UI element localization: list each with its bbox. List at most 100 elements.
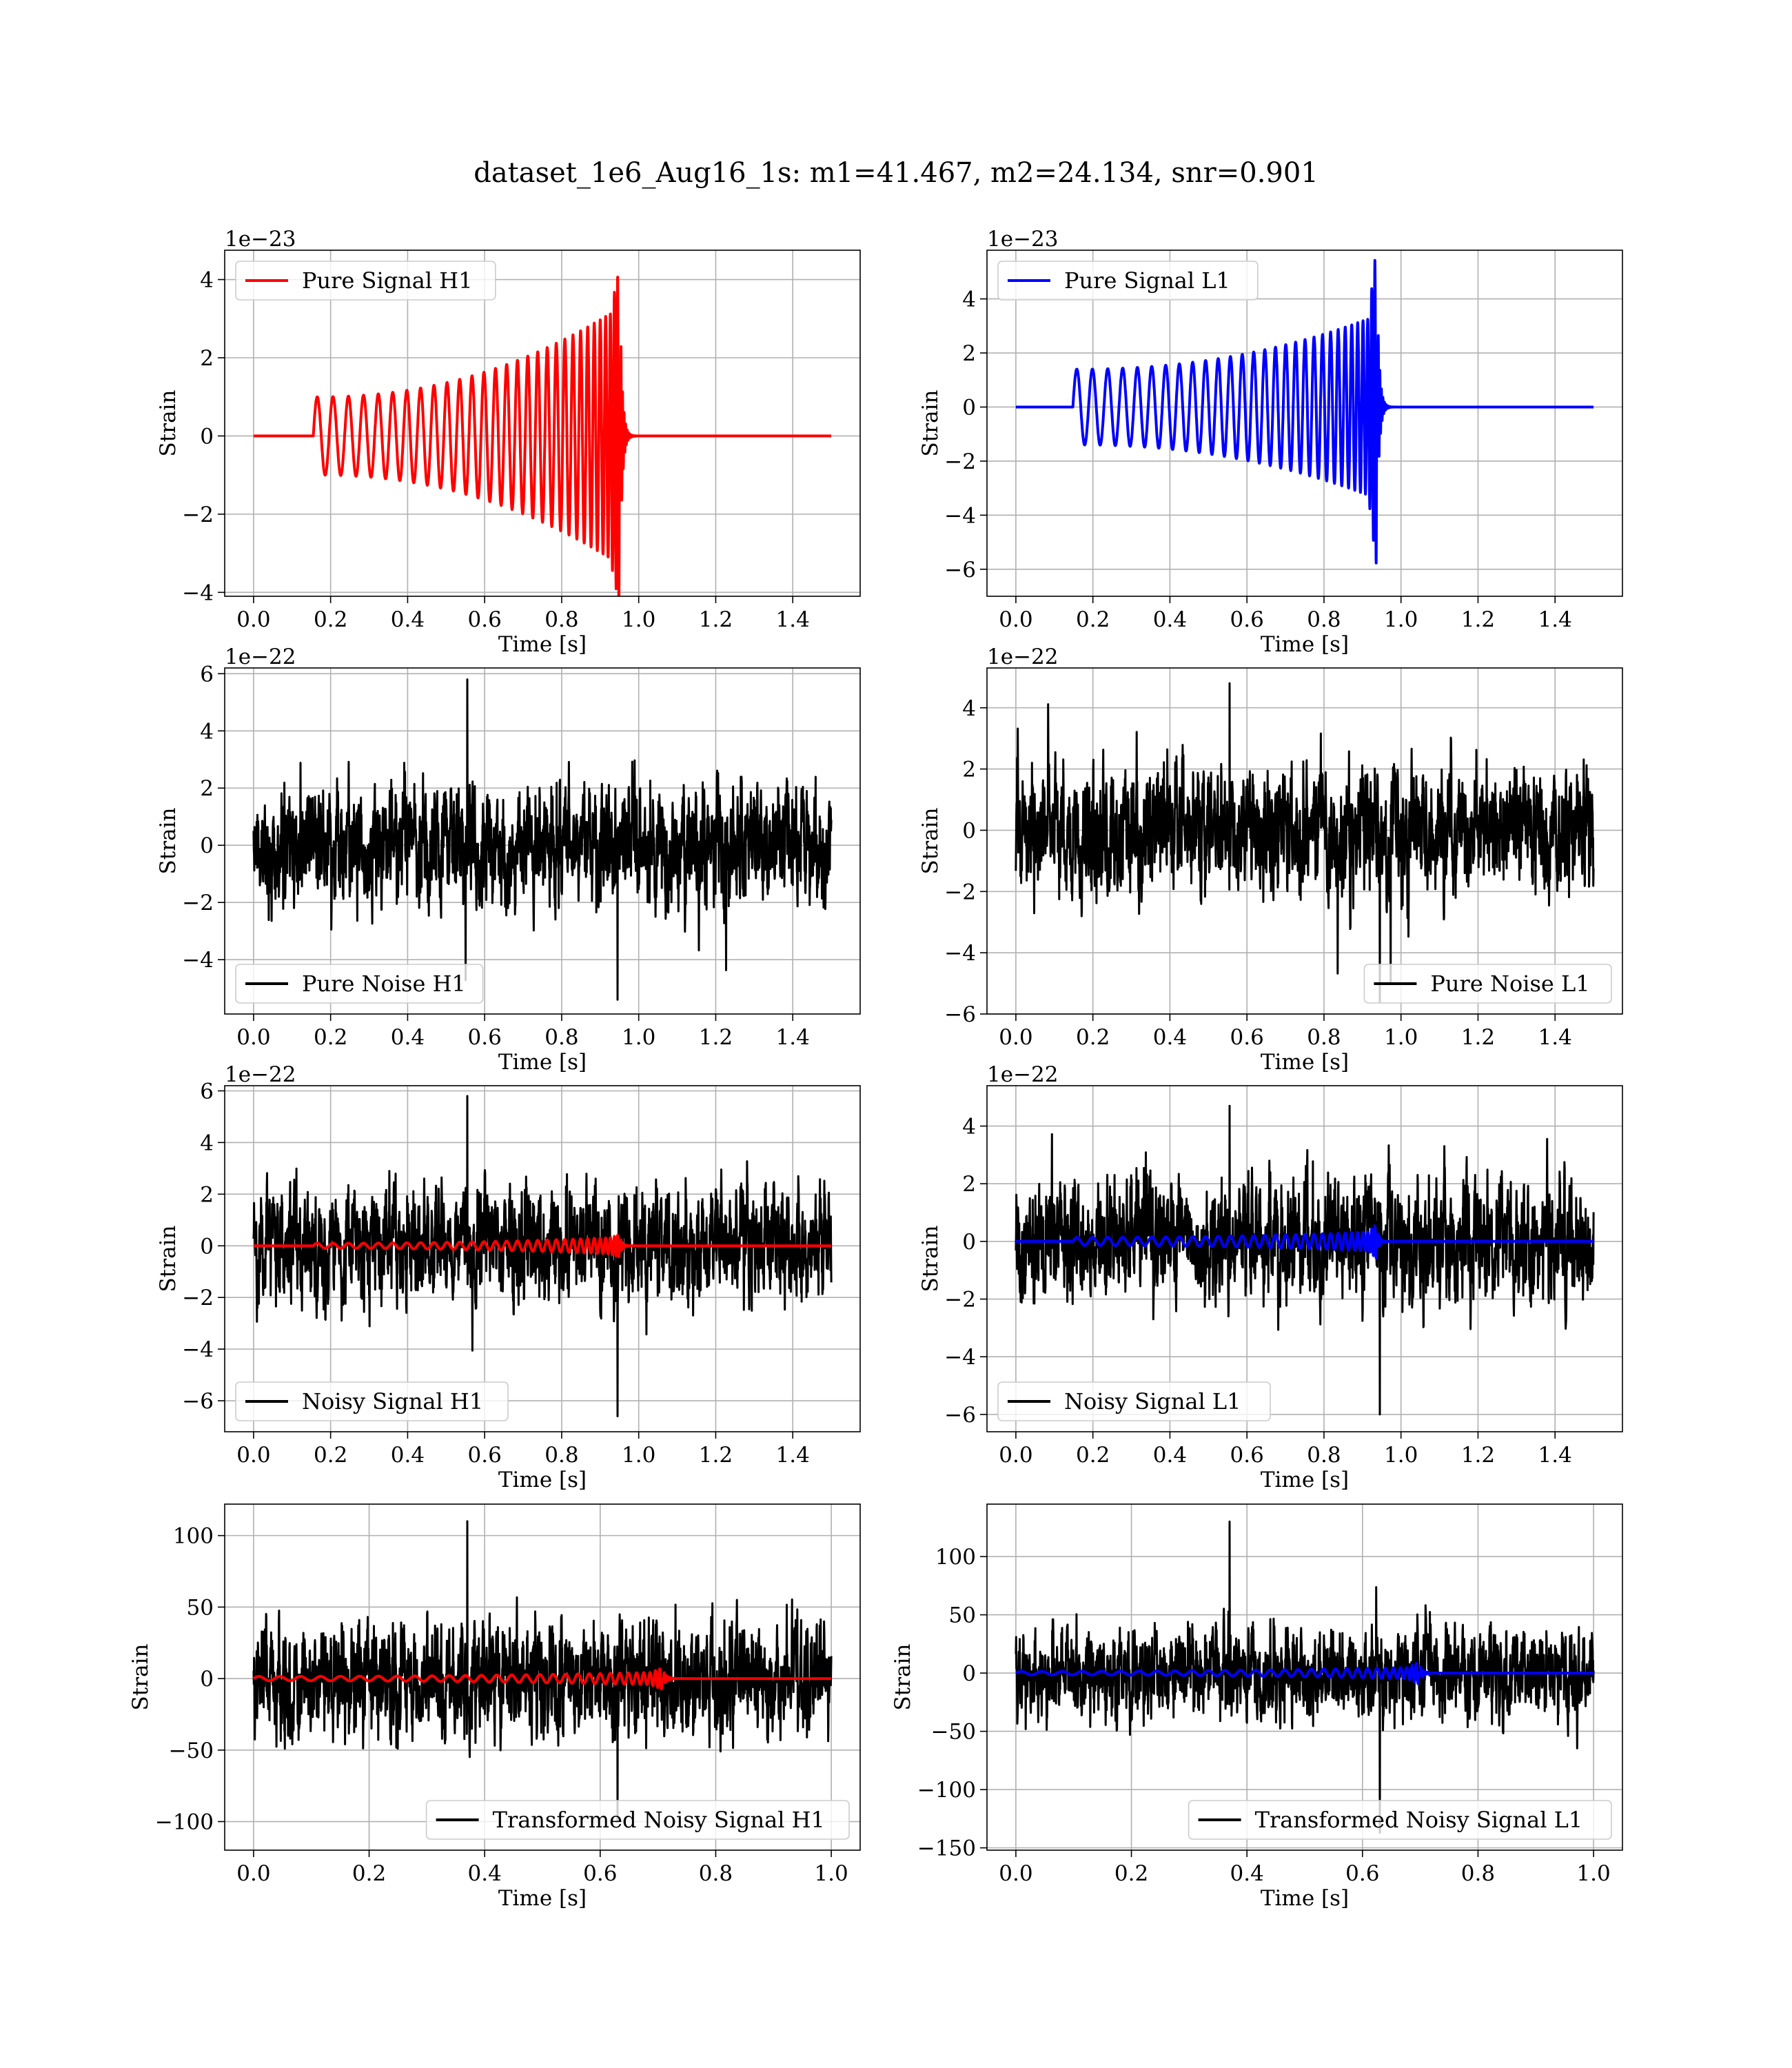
x-axis-label: Time [s] xyxy=(1261,632,1349,657)
x-tick-label: 1.4 xyxy=(776,1443,810,1468)
x-tick-label: 0.4 xyxy=(391,607,425,632)
x-tick-label: 1.2 xyxy=(699,607,733,632)
x-tick-label: 0.4 xyxy=(1153,607,1187,632)
x-tick-label: 0.8 xyxy=(1461,1861,1495,1886)
x-tick-label: 0.2 xyxy=(352,1861,386,1886)
x-tick-label: 0.6 xyxy=(1230,1025,1264,1050)
plot-frame xyxy=(224,1503,861,1851)
y-tick-label: −100 xyxy=(155,1810,214,1835)
plot-frame xyxy=(224,250,861,597)
x-tick-label: 0.4 xyxy=(468,1861,502,1886)
series-line-pure-signal-h1 xyxy=(252,276,833,596)
series-line-noisy-signal-l1-signal-1 xyxy=(1015,1224,1595,1259)
offset-text: 1e−23 xyxy=(987,227,1059,252)
y-tick-label: 2 xyxy=(962,341,976,366)
legend-label: Pure Noise L1 xyxy=(1430,971,1589,997)
x-tick-label: 1.0 xyxy=(622,1443,655,1468)
x-tick-label: 0.8 xyxy=(1307,1443,1341,1468)
y-tick-label: 2 xyxy=(200,1182,214,1207)
x-tick-label: 0.2 xyxy=(314,1025,347,1050)
x-tick-label: 0.2 xyxy=(1076,1025,1110,1050)
y-tick-label: 50 xyxy=(949,1603,976,1628)
legend-label: Transformed Noisy Signal L1 xyxy=(1255,1807,1583,1833)
x-tick-label: 0.2 xyxy=(314,1443,347,1468)
x-tick-label: 1.2 xyxy=(699,1025,733,1050)
x-axis-label: Time [s] xyxy=(1261,1468,1349,1492)
y-tick-label: 2 xyxy=(200,776,214,801)
y-tick-label: −150 xyxy=(917,1836,976,1861)
x-tick-label: 1.0 xyxy=(1576,1861,1610,1886)
series-line-pure-noise-h1 xyxy=(252,678,833,1001)
y-tick-label: −2 xyxy=(944,1288,976,1312)
x-tick-label: 0.0 xyxy=(236,1443,270,1468)
x-tick-label: 0.0 xyxy=(999,1443,1032,1468)
plot-frame xyxy=(986,667,1623,1015)
x-axis-label: Time [s] xyxy=(498,632,587,657)
x-tick-label: 1.0 xyxy=(1384,607,1418,632)
x-axis-label: Time [s] xyxy=(1261,1050,1349,1075)
y-tick-label: 4 xyxy=(962,1115,976,1139)
y-axis-label: Strain xyxy=(156,808,181,875)
y-axis-label: Strain xyxy=(918,390,943,457)
x-tick-label: 0.6 xyxy=(468,1025,502,1050)
legend: Noisy Signal H1 xyxy=(235,1381,509,1421)
y-tick-label: −2 xyxy=(944,880,976,904)
y-tick-label: 0 xyxy=(200,833,214,858)
legend-label: Pure Signal L1 xyxy=(1064,267,1230,294)
y-tick-label: −4 xyxy=(944,503,976,528)
x-tick-label: 0.4 xyxy=(391,1443,425,1468)
x-tick-label: 0.6 xyxy=(1345,1861,1379,1886)
y-tick-label: −50 xyxy=(931,1720,976,1745)
x-tick-label: 0.6 xyxy=(583,1861,617,1886)
plot-frame xyxy=(986,250,1623,597)
x-tick-label: 0.8 xyxy=(544,1025,578,1050)
offset-text: 1e−22 xyxy=(225,1062,296,1087)
series-line-transformed-noisy-signal-l1-signal-1 xyxy=(1015,1662,1595,1685)
panel-pure-signal-h1: 0.0 0.2 0.4 0.6 0.8 1.0 1.2 1.4 −4 −2 0 2 4 Time [s] S… xyxy=(156,227,861,657)
x-tick-label: 1.4 xyxy=(1538,1443,1572,1468)
y-tick-label: −50 xyxy=(169,1738,214,1763)
legend: Transformed Noisy Signal H1 xyxy=(425,1800,850,1840)
x-axis-label: Time [s] xyxy=(498,1886,587,1911)
panel-transformed-noisy-signal-l1: 0.0 0.2 0.4 0.6 0.8 1.0 −150 −100 −50 0 50 100 Time … xyxy=(890,1503,1623,1911)
y-tick-label: −4 xyxy=(182,580,214,605)
series-line-pure-noise-l1 xyxy=(1015,682,1595,1003)
y-tick-label: 0 xyxy=(962,395,976,420)
y-axis-label: Strain xyxy=(918,808,943,875)
y-tick-label: 6 xyxy=(200,1079,214,1104)
series-line-pure-signal-l1 xyxy=(1015,258,1595,565)
x-tick-label: 0.2 xyxy=(1076,1443,1110,1468)
y-tick-label: 0 xyxy=(200,1234,214,1259)
x-tick-label: 0.4 xyxy=(391,1025,425,1050)
y-axis-label: Strain xyxy=(890,1644,915,1711)
panel-pure-signal-l1: 0.0 0.2 0.4 0.6 0.8 1.0 1.2 1.4 −6 −4 −2 0 2 4 Time [s… xyxy=(918,227,1623,657)
panel-noisy-signal-l1: 0.0 0.2 0.4 0.6 0.8 1.0 1.2 1.4 −6 −4 −2 0 2 4 Time [s… xyxy=(918,1062,1623,1492)
panel-pure-noise-h1: 0.0 0.2 0.4 0.6 0.8 1.0 1.2 1.4 −4 −2 0 2 4 6 Time [s]… xyxy=(156,645,861,1075)
x-tick-label: 0.2 xyxy=(1114,1861,1148,1886)
series-line-noisy-signal-h1-signal-1 xyxy=(252,1234,833,1259)
x-axis-label: Time [s] xyxy=(1261,1886,1349,1911)
panel-transformed-noisy-signal-h1: 0.0 0.2 0.4 0.6 0.8 1.0 −100 −50 0 50 100 Time [s] S… xyxy=(128,1503,861,1911)
x-tick-label: 0.0 xyxy=(236,607,270,632)
series-line-transformed-noisy-signal-h1 xyxy=(252,1520,833,1823)
series-line-noisy-signal-h1 xyxy=(252,1095,833,1417)
x-tick-label: 1.0 xyxy=(622,1025,655,1050)
offset-text: 1e−22 xyxy=(987,645,1059,669)
y-tick-label: −4 xyxy=(182,1337,214,1362)
x-axis-label: Time [s] xyxy=(498,1050,587,1075)
y-tick-label: 4 xyxy=(200,268,214,293)
plot-frame xyxy=(986,1085,1623,1432)
y-tick-label: 2 xyxy=(200,346,214,371)
y-tick-label: 4 xyxy=(200,1131,214,1155)
x-tick-label: 0.6 xyxy=(1230,607,1264,632)
legend-box xyxy=(235,964,484,1004)
y-tick-label: 100 xyxy=(935,1545,976,1570)
y-tick-label: 0 xyxy=(200,1667,214,1692)
y-tick-label: −2 xyxy=(182,503,214,527)
series-line-transformed-noisy-signal-l1 xyxy=(1015,1520,1595,1834)
series-line-noisy-signal-l1 xyxy=(1015,1104,1595,1416)
x-tick-label: 0.4 xyxy=(1153,1443,1187,1468)
legend-box xyxy=(1188,1800,1612,1840)
x-tick-label: 1.2 xyxy=(1461,1443,1495,1468)
x-tick-label: 1.2 xyxy=(1461,607,1495,632)
